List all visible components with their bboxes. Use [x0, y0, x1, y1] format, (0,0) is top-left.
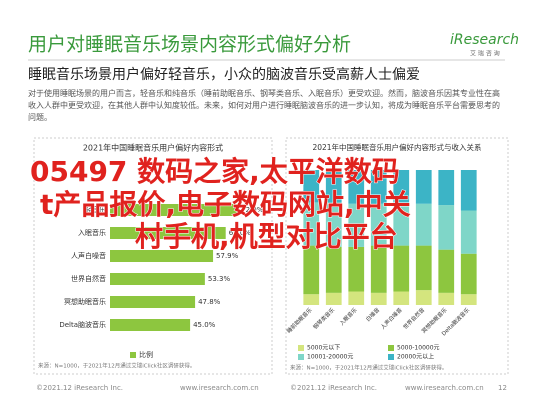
bar-segment — [438, 205, 455, 250]
legend-label: 10001-20000元 — [307, 354, 353, 361]
watermark: t产品报价,电子数码网站,中关 — [40, 188, 411, 221]
category-label: 睡前助眠音乐 — [285, 305, 314, 334]
category-label: 钢琴类音乐 — [311, 305, 336, 330]
chart-title: 2021年中国睡眠音乐用户偏好内容形式 — [83, 143, 223, 153]
value-label: 53.3% — [208, 275, 231, 283]
bar — [110, 250, 214, 262]
legend-swatch — [298, 354, 304, 360]
category-label: Delta脑波音乐 — [59, 320, 106, 329]
paragraph: 对于使用睡眠场景的用户而言，轻音乐和纯音乐（睡前助眠音乐、钢琴类音乐、入眠音乐）… — [28, 89, 500, 122]
bar-segment — [303, 202, 320, 246]
footer-center: www.iresearch.com.cn — [180, 384, 259, 392]
left-box — [33, 137, 273, 375]
bar-segment — [303, 170, 320, 203]
bar-segment — [415, 170, 432, 204]
bar — [110, 319, 191, 331]
bar-segment — [348, 291, 365, 305]
category-label: 入眠音乐 — [338, 305, 360, 327]
bar-segment — [325, 170, 342, 203]
footer-right: ©2021.12 iResearch Inc. — [290, 384, 377, 392]
bar-segment — [393, 170, 410, 203]
bar-segment — [348, 246, 365, 292]
bar-segment — [370, 170, 387, 204]
bar — [110, 204, 239, 216]
bar-segment — [415, 203, 432, 246]
subtitle: 睡眠音乐场景用户偏好轻音乐，小众的脑波音乐受高薪人士偏爱 — [28, 66, 420, 83]
chart-title: 2021年中国睡眠音乐用户偏好内容形式与收入关系 — [312, 142, 482, 152]
legend-swatch — [298, 345, 304, 351]
bar — [110, 296, 196, 308]
bar-segment — [415, 245, 432, 291]
category-label: 冥想助眠音乐 — [64, 297, 106, 306]
legend-label: 比例 — [139, 350, 153, 359]
bar-segment — [303, 245, 320, 295]
bar-segment — [325, 202, 342, 247]
bar-segment — [303, 294, 320, 305]
bar-segment — [370, 245, 387, 293]
bar-segment — [393, 245, 410, 292]
legend-swatch — [388, 345, 394, 351]
bar-segment — [415, 290, 432, 305]
title: 用户对睡眠音乐场景内容形式偏好分析 — [28, 34, 351, 56]
bar-segment — [438, 292, 455, 305]
bar-segment — [325, 246, 342, 293]
source: 来源：N=1000，于2021年12月通过艾瑞iClick社区调研获得。 — [290, 364, 447, 372]
category-label: 人声白噪音 — [71, 251, 106, 260]
bar-segment — [348, 170, 365, 204]
category-label: 白噪音 — [364, 305, 382, 323]
category-label: 人声白噪音 — [379, 305, 404, 330]
category-label: 轻音乐 — [85, 205, 106, 214]
bar — [110, 273, 205, 285]
paragraph-box: 对于使用睡眠场景的用户而言，轻音乐和纯音乐（睡前助眠音乐、钢琴类音乐、入眠音乐）… — [28, 89, 500, 122]
legend-label: 20000元以上 — [397, 353, 434, 361]
value-label: 47.8% — [198, 298, 221, 306]
footer-center2: www.iresearch.com.cn — [405, 384, 484, 392]
category-label: 入眠音乐 — [78, 228, 106, 237]
bar-segment — [370, 203, 387, 246]
bar-segment — [393, 291, 410, 305]
bar-segment — [393, 202, 410, 246]
bar-segment — [460, 210, 477, 254]
bar-segment — [325, 292, 342, 305]
legend-label: 5000元以下 — [307, 345, 340, 352]
bar-segment — [460, 253, 477, 295]
footer-left: ©2021.12 iResearch Inc. — [36, 384, 123, 392]
bar-segment — [348, 203, 365, 247]
bar-segment — [460, 170, 477, 211]
bar — [110, 227, 226, 239]
legend-swatch — [388, 354, 394, 360]
value-label: 72.0% — [241, 206, 264, 214]
watermark: 村手机,机型对比平台 — [135, 220, 398, 253]
watermark: 05497 数码之家,太平洋数码 — [30, 155, 400, 188]
category-label: 世界自然音 — [401, 305, 426, 330]
bar-segment — [460, 294, 477, 305]
page-number: 12 — [498, 384, 507, 392]
value-label: 45.0% — [193, 321, 216, 329]
bar-segment — [438, 170, 455, 206]
bar-segment — [370, 292, 387, 305]
right-box — [285, 137, 509, 375]
source: 来源：N=1000，于2021年12月通过艾瑞iClick社区调研获得。 — [38, 362, 195, 370]
value-label: 65.0% — [229, 229, 252, 237]
category-label: 世界自然音 — [71, 274, 106, 283]
bar-segment — [438, 249, 455, 293]
legend-swatch — [130, 352, 136, 358]
logo: iResearch — [450, 32, 519, 48]
legend-label: 5000-10000元 — [397, 345, 440, 352]
value-label: 57.9% — [216, 252, 239, 260]
logo-sub: 艾 瑞 咨 询 — [470, 50, 500, 58]
